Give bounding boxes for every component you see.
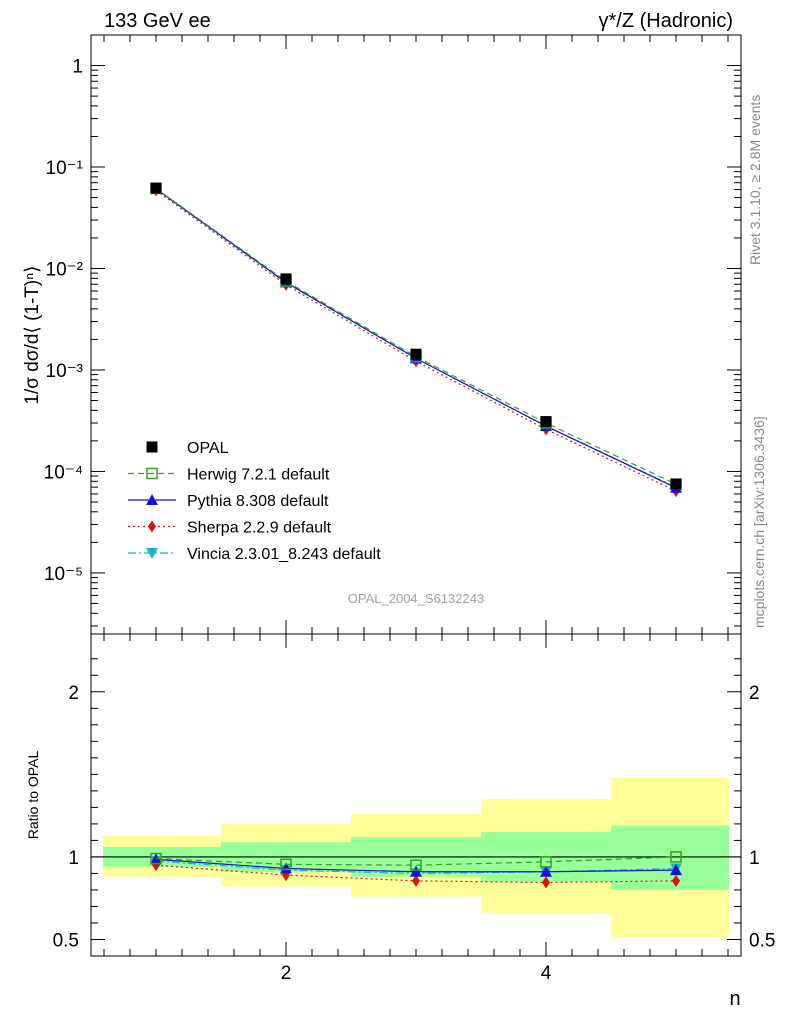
ratio-data-point xyxy=(542,876,550,889)
legend-entry: Pythia 8.308 default xyxy=(187,493,329,510)
rivet-label: Rivet 3.1.10, ≥ 2.8M events xyxy=(747,95,763,265)
header-right: γ*/Z (Hadronic) xyxy=(599,10,733,32)
legend-entry: Vincia 2.3.01_8.243 default xyxy=(187,546,381,563)
y-tick-label: 10⁻⁵ xyxy=(44,564,83,585)
legend-entry: Herwig 7.2.1 default xyxy=(187,467,330,484)
x-tick-label: 4 xyxy=(541,963,552,984)
ratio-y-tick-label-right: 2 xyxy=(749,683,760,704)
ratio-y-tick-label-left: 0.5 xyxy=(53,930,79,951)
data-point xyxy=(280,273,292,285)
ratio-data-point xyxy=(670,851,682,863)
ratio-data-point xyxy=(280,858,292,871)
data-point xyxy=(540,416,552,428)
x-tick-label: 2 xyxy=(281,963,292,984)
main-plot-panel: 1 10⁻¹ 10⁻² 10⁻³ 10⁻⁴ 10⁻⁵ xyxy=(44,34,742,635)
y-tick-label: 10⁻³ xyxy=(46,361,84,382)
ratio-data-point xyxy=(412,874,420,887)
legend-marker xyxy=(146,467,158,480)
ratio-y-tick-label-left: 1 xyxy=(68,848,79,869)
ratio-data-point xyxy=(280,862,292,874)
top-y-axis-label: 1/σ dσ/d⟨ (1-T)ⁿ⟩ xyxy=(22,265,43,404)
legend-entry: Sherpa 2.2.9 default xyxy=(187,520,332,537)
legend-marker xyxy=(146,441,158,453)
data-point xyxy=(410,348,422,360)
ratio-y-tick-label-left: 2 xyxy=(68,683,79,704)
data-point xyxy=(670,478,682,490)
legend-marker xyxy=(146,548,158,559)
legend-entry: OPAL xyxy=(187,440,229,457)
y-tick-label: 1 xyxy=(72,57,83,78)
y-tick-label: 10⁻⁴ xyxy=(44,462,83,483)
ratio-data-point xyxy=(670,864,682,876)
analysis-label: OPAL_2004_S6132243 xyxy=(348,591,484,606)
bottom-y-axis-label: Ratio to OPAL xyxy=(25,751,41,840)
series-line xyxy=(155,188,677,488)
mcplots-label: mcplots.cern.ch [arXiv:1306.3436] xyxy=(751,416,767,628)
y-tick-label: 10⁻¹ xyxy=(46,158,84,179)
ratio-y-tick-label-right: 0.5 xyxy=(749,930,775,951)
legend-marker xyxy=(148,520,156,533)
series-line xyxy=(155,188,677,489)
legend: OPAL Herwig 7.2.1 default Pythia 8.308 def… xyxy=(128,440,381,563)
ratio-data-point xyxy=(540,865,552,877)
series-line xyxy=(155,187,677,485)
top-frame xyxy=(90,34,742,635)
ratio-data-point xyxy=(150,852,162,865)
data-point xyxy=(150,182,162,194)
ratio-series-line xyxy=(155,856,677,866)
legend-marker xyxy=(146,494,158,505)
header-left: 133 GeV ee xyxy=(104,10,211,32)
ratio-plot-panel: 0.5 0.5 1 1 2 2 2 4 xyxy=(53,633,775,984)
ratio-data-point xyxy=(540,856,552,868)
x-axis-label: n xyxy=(729,988,740,1010)
ratio-data-point xyxy=(410,865,422,877)
ratio-data-point xyxy=(672,874,680,887)
ratio-data-point xyxy=(410,859,422,871)
ratio-y-tick-label-right: 1 xyxy=(749,848,760,869)
y-tick-label: 10⁻² xyxy=(46,259,84,280)
series-line xyxy=(155,189,677,492)
